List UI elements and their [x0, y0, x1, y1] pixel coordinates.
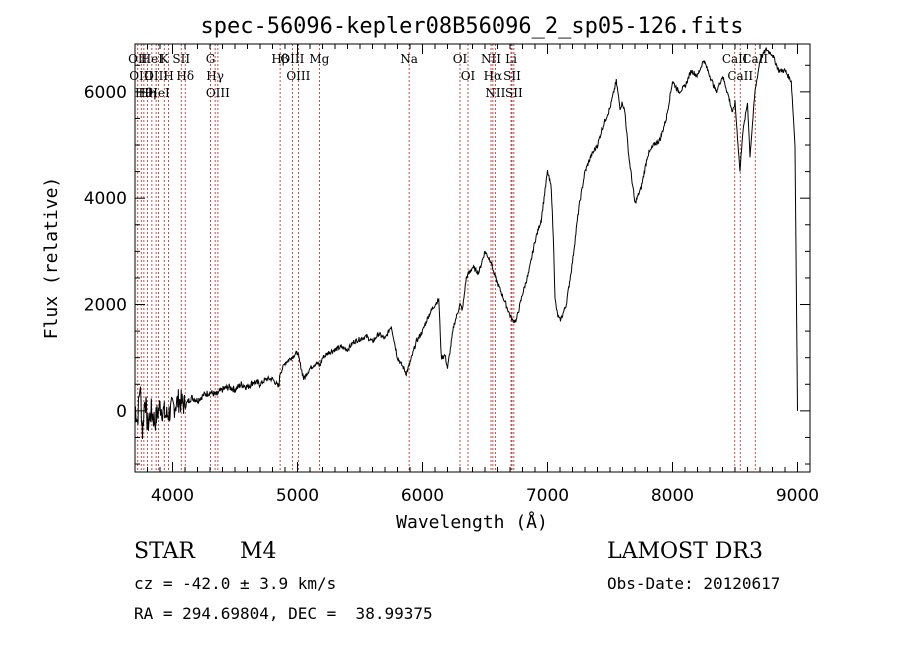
- redshift-cz: cz = -42.0 ± 3.9 km/s: [134, 574, 337, 593]
- x-tick-label: 6000: [401, 486, 444, 506]
- y-tick-label: 0: [116, 402, 127, 422]
- line-label-8: H: [163, 69, 173, 83]
- chart-title: spec-56096-kepler08B56096_2_sp05-126.fit…: [200, 14, 743, 39]
- x-axis-label: Wavelength (Å): [396, 511, 548, 533]
- x-axis: 4000 5000 6000 7000 8000 9000: [147, 44, 819, 506]
- y-axis-label: Flux (relative): [41, 177, 62, 340]
- line-label-15: OIII: [280, 52, 304, 66]
- line-label-25: SII: [503, 69, 521, 83]
- line-label-19: OI: [453, 52, 468, 66]
- spectral-line-markers: [137, 44, 756, 472]
- object-class: STAR: [134, 539, 195, 564]
- y-tick-label: 6000: [84, 83, 127, 103]
- line-label-13: OIII: [206, 86, 230, 100]
- line-label-21: NII: [481, 52, 501, 66]
- line-label-4: HeI: [141, 52, 164, 66]
- line-label-16: OIII: [286, 69, 310, 83]
- line-label-11: G: [206, 52, 216, 66]
- line-label-14: Hβ: [271, 52, 288, 66]
- line-label-27: CaII: [722, 52, 748, 66]
- obs-date: Obs-Date: 20120617: [607, 574, 781, 593]
- line-label-5: OIII: [144, 69, 168, 83]
- spectral-line-labels: OIIOIIIHθHηHeIOIIIHeIKHSIIHδGHγOIIIHβOII…: [128, 52, 768, 100]
- line-label-9: SII: [172, 52, 190, 66]
- y-tick-label: 4000: [84, 189, 127, 209]
- line-label-23: NII: [485, 86, 505, 100]
- line-label-7: K: [160, 52, 170, 66]
- spectrum-line: [134, 47, 798, 439]
- line-label-12: Hγ: [206, 69, 224, 83]
- ra-dec: RA = 294.69804, DEC = 38.99375: [134, 604, 433, 623]
- line-label-3: Hη: [139, 86, 157, 100]
- line-label-26: SII: [505, 86, 523, 100]
- line-label-22: Hα: [484, 69, 503, 83]
- line-label-17: Mg: [309, 52, 329, 66]
- x-tick-label: 4000: [151, 486, 194, 506]
- line-label-24: Li: [505, 52, 517, 66]
- line-label-28: CaII: [727, 69, 753, 83]
- line-label-6: HeI: [147, 86, 170, 100]
- line-label-18: Na: [400, 52, 418, 66]
- line-label-0: OII: [128, 52, 148, 66]
- line-label-29: CaII: [742, 52, 768, 66]
- x-tick-label: 9000: [776, 486, 819, 506]
- x-tick-label: 8000: [651, 486, 694, 506]
- y-tick-label: 2000: [84, 296, 127, 316]
- survey-name: LAMOST DR3: [607, 539, 763, 564]
- line-label-20: OI: [461, 69, 476, 83]
- line-label-10: Hδ: [176, 69, 194, 83]
- x-tick-label: 7000: [526, 486, 569, 506]
- object-subclass: M4: [240, 539, 277, 564]
- x-tick-label: 5000: [276, 486, 319, 506]
- plot-frame: [134, 43, 811, 473]
- y-axis: 0 2000 4000 6000: [84, 64, 810, 465]
- line-label-2: Hθ: [135, 86, 153, 100]
